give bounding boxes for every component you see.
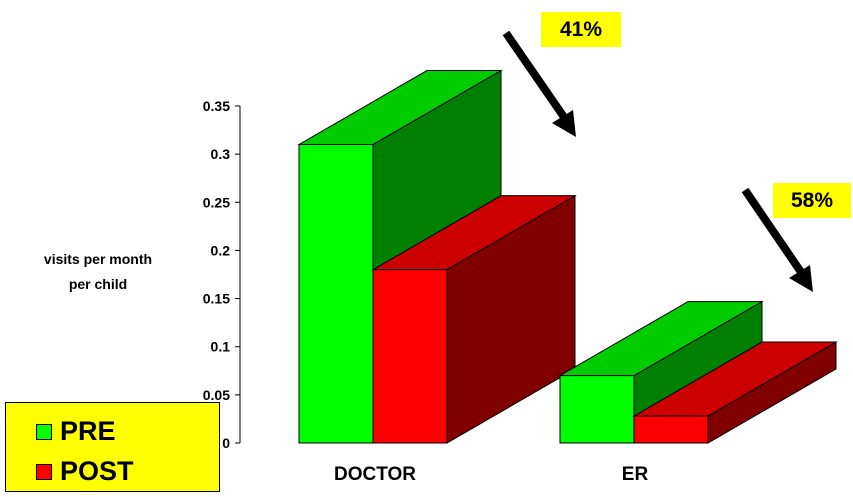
- bars: [297, 69, 838, 444]
- category-label-er: ER: [622, 464, 649, 485]
- bar-pre-er-front: [559, 375, 635, 444]
- category-labels: DOCTOR ER: [334, 464, 648, 485]
- bar-post-er: [632, 341, 838, 444]
- category-label-doctor: DOCTOR: [334, 464, 416, 485]
- change-badge-er: 58%: [773, 183, 851, 218]
- bar-post-doctor-front: [372, 269, 448, 444]
- legend-label-post: POST: [60, 456, 134, 486]
- bar-post-er-front: [633, 415, 709, 444]
- y-tick-label: 0.2: [211, 242, 231, 258]
- arrow-er: [741, 187, 813, 292]
- y-tick-label: 0.35: [203, 98, 230, 114]
- legend: PRE POST: [5, 402, 220, 492]
- arrow-doctor: [502, 30, 576, 137]
- y-tick-label: 0.25: [203, 194, 230, 210]
- bar-pre-doctor-front: [298, 144, 374, 444]
- legend-swatch-pre: [36, 423, 52, 440]
- legend-item-pre: PRE: [36, 418, 116, 445]
- legend-label-pre: PRE: [60, 416, 116, 446]
- legend-swatch-post: [36, 463, 52, 480]
- y-tick-label: 0.05: [203, 387, 230, 403]
- legend-item-post: POST: [36, 458, 134, 485]
- y-tick-label: 0.1: [211, 339, 231, 355]
- y-tick-label: 0: [222, 435, 230, 451]
- change-badge-doctor: 41%: [541, 12, 621, 47]
- y-tick-label: 0.15: [203, 291, 230, 307]
- y-axis-label-line-2: per child: [69, 276, 127, 292]
- y-axis: 0 0.05 0.1 0.15 0.2 0.25 0.3 0.35: [203, 98, 241, 451]
- y-axis-label-line-1: visits per month: [44, 251, 152, 267]
- y-tick-label: 0.3: [211, 146, 231, 162]
- bar-post-doctor: [371, 194, 577, 444]
